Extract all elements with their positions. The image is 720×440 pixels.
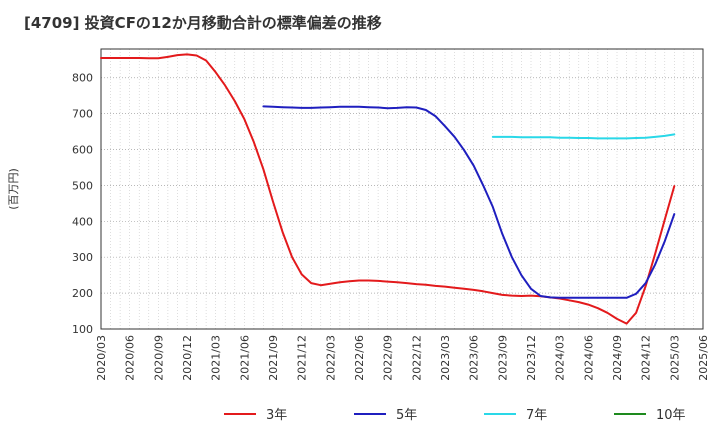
x-tick-label: 2025/03 [668, 335, 681, 381]
x-tick-label: 2022/06 [353, 335, 366, 381]
legend-label-7年: 7年 [526, 408, 547, 423]
x-tick-label: 2020/09 [152, 335, 165, 381]
plot-area [101, 49, 703, 329]
x-tick-label: 2020/12 [181, 335, 194, 381]
series-line-7年 [491, 133, 676, 140]
x-tick-label: 2020/06 [124, 335, 137, 381]
x-tick-label: 2021/12 [296, 335, 309, 381]
plot-frame [100, 48, 704, 330]
x-tick-label: 2024/06 [582, 335, 595, 381]
y-tick-label: 600 [72, 144, 93, 157]
x-tick-label: 2024/12 [640, 335, 653, 381]
x-tick-label: 2024/09 [611, 335, 624, 381]
y-tick-label: 300 [72, 251, 93, 264]
y-axis-label: (百万円) [7, 168, 20, 210]
legend-label-10年: 10年 [656, 408, 686, 423]
y-tick-label: 400 [72, 215, 93, 228]
x-tick-label: 2024/03 [554, 335, 567, 381]
x-tick-label: 2023/09 [496, 335, 509, 381]
chart-title: [4709] 投資CFの12か月移動合計の標準偏差の推移 [24, 14, 382, 32]
y-tick-label: 200 [72, 287, 93, 300]
x-tick-label: 2022/12 [410, 335, 423, 381]
x-tick-label: 2023/06 [468, 335, 481, 381]
x-tick-label: 2022/03 [324, 335, 337, 381]
x-tick-label: 2023/12 [525, 335, 538, 381]
y-tick-label: 700 [72, 108, 93, 121]
legend-label-3年: 3年 [266, 408, 287, 423]
x-tick-label: 2020/03 [95, 335, 108, 381]
x-tick-label: 2021/09 [267, 335, 280, 381]
x-tick-label: 2025/06 [697, 335, 710, 381]
y-tick-label: 500 [72, 179, 93, 192]
x-tick-label: 2022/09 [382, 335, 395, 381]
y-tick-label: 100 [72, 323, 93, 336]
x-tick-label: 2023/03 [439, 335, 452, 381]
y-tick-label: 800 [72, 72, 93, 85]
x-tick-label: 2021/03 [210, 335, 223, 381]
series-line-5年 [262, 105, 676, 299]
series-line-3年 [100, 53, 676, 325]
legend-label-5年: 5年 [396, 408, 417, 423]
x-tick-label: 2021/06 [238, 335, 251, 381]
